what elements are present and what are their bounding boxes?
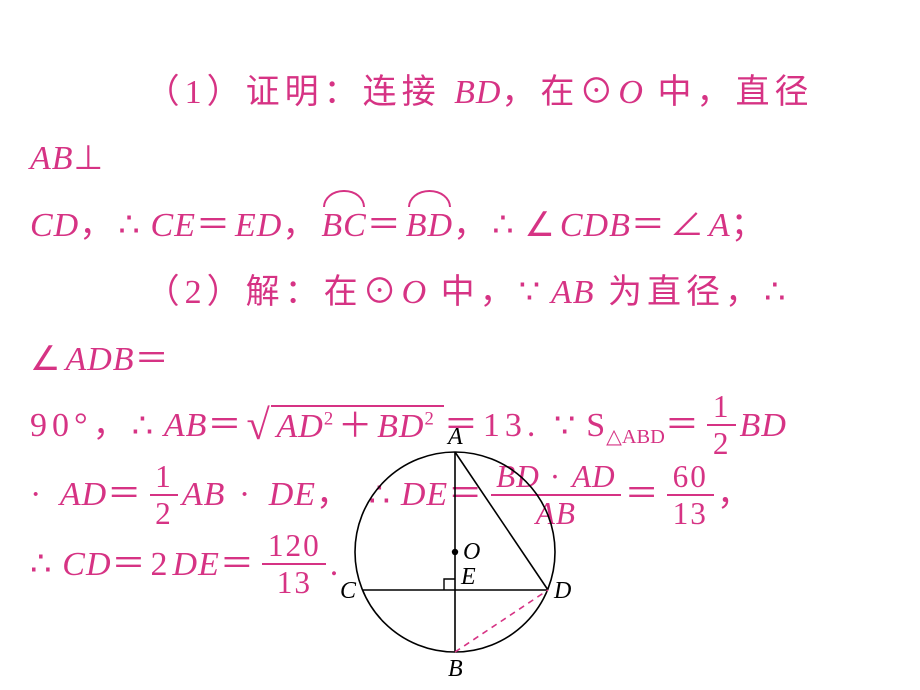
l2-c2: ， <box>453 207 492 244</box>
l2-ang2: ∠ <box>670 207 709 244</box>
arc-bc-text: BC <box>321 207 366 244</box>
svg-text:D: D <box>553 578 571 604</box>
l1-pre: （1）证明：连接 <box>146 74 455 111</box>
l2-cd: CD <box>30 207 79 244</box>
therefore-icon: ∴ <box>132 394 164 460</box>
l2-eq3: ＝ <box>631 207 670 244</box>
l1-bd: BD <box>454 74 501 111</box>
frac-120-13: 12013 <box>262 530 326 598</box>
l4-eq3: ＝ <box>665 407 704 444</box>
l3-mid: 中， <box>427 274 519 311</box>
l4-S: S <box>586 407 606 444</box>
l6-CD: CD <box>62 546 111 583</box>
l2-A: A <box>709 207 731 244</box>
l4-BD: BD <box>740 407 787 444</box>
therefore-icon: ∴ <box>30 532 62 598</box>
l3-eq: ＝ <box>135 341 174 378</box>
l1-ab: AB <box>30 140 74 177</box>
line-3: （2）解：在⊙O 中，∵AB 为直径，∴ ∠ADB＝ <box>30 260 890 393</box>
l1-m2: 中，直径 <box>644 74 814 111</box>
svg-text:B: B <box>448 656 463 682</box>
svg-text:C: C <box>340 578 357 604</box>
l3-O: O <box>402 274 428 311</box>
frac-half-1: 12 <box>707 391 736 459</box>
l5-dot2: · <box>239 476 255 513</box>
circle-diagram: A B C D EO <box>325 412 585 690</box>
l3-ab: AB <box>551 274 595 311</box>
line-1: （1）证明：连接 BD，在⊙O 中，直径 AB⊥ <box>30 60 890 193</box>
therefore-icon: ∴ <box>764 260 796 326</box>
l2-eq1: ＝ <box>196 207 235 244</box>
fh2n: 1 <box>150 461 179 496</box>
l4-eq1: ＝ <box>207 407 246 444</box>
arc-bc: BC <box>321 193 366 259</box>
fh1n: 1 <box>707 391 736 426</box>
f3n: 120 <box>262 530 326 565</box>
svg-text:A: A <box>446 424 463 450</box>
svg-text:O: O <box>463 539 480 565</box>
l5-AD: AD <box>60 476 107 513</box>
l2-ed: ED <box>235 207 282 244</box>
l6-eq2: ＝ <box>220 546 259 583</box>
l5-eq1: ＝ <box>107 476 146 513</box>
l2-cdb: CDB <box>560 207 631 244</box>
therefore-icon: ∴ <box>118 193 150 259</box>
l2-ce: CE <box>151 207 196 244</box>
l4-90: 90°， <box>30 407 132 444</box>
geometry-figure: A B C D EO <box>325 412 585 690</box>
l4-tri: △ABD <box>606 426 665 448</box>
l2-c1: ， <box>282 207 321 244</box>
l1-O: O <box>618 74 644 111</box>
line-2: CD，∴CE＝ED，BC＝BD，∴∠CDB＝∠A； <box>30 193 890 260</box>
arc-bd: BD <box>406 193 453 259</box>
l5-eq3: ＝ <box>625 476 664 513</box>
l5-c2: ， <box>717 476 756 513</box>
fh1d: 2 <box>707 426 736 459</box>
l5-DE: DE <box>269 476 316 513</box>
l3-post: 为直径， <box>595 274 765 311</box>
frac-half-2: 12 <box>150 461 179 529</box>
l3-ang: ∠ <box>30 341 65 378</box>
l6-DE: DE <box>173 546 220 583</box>
l3-pre: （2）解：在⊙ <box>146 274 402 311</box>
l4-ab: AB <box>164 407 208 444</box>
rad-ad: AD <box>276 408 323 445</box>
l2-eq2: ＝ <box>367 207 406 244</box>
svg-text:E: E <box>460 564 476 590</box>
l3-adb: ADB <box>65 341 134 378</box>
f3d: 13 <box>262 565 326 598</box>
l2-t1: ， <box>79 207 118 244</box>
l1-m1: ，在⊙ <box>501 74 618 111</box>
fh2d: 2 <box>150 496 179 529</box>
l6-eq1: ＝2 <box>112 546 173 583</box>
therefore-icon: ∴ <box>492 193 524 259</box>
l2-ang: ∠ <box>524 207 559 244</box>
f2d: 13 <box>667 496 714 529</box>
frac-60-13: 6013 <box>667 461 714 529</box>
f2n: 60 <box>667 461 714 496</box>
math-solution-page: （1）证明：连接 BD，在⊙O 中，直径 AB⊥ CD，∴CE＝ED，BC＝BD… <box>0 0 920 690</box>
l5-dot1: · <box>30 476 46 513</box>
because-icon: ∵ <box>519 260 551 326</box>
l1-perp: ⊥ <box>74 140 109 177</box>
l2-end: ； <box>731 207 770 244</box>
l5-AB: AB <box>182 476 226 513</box>
arc-bd-text: BD <box>406 207 453 244</box>
